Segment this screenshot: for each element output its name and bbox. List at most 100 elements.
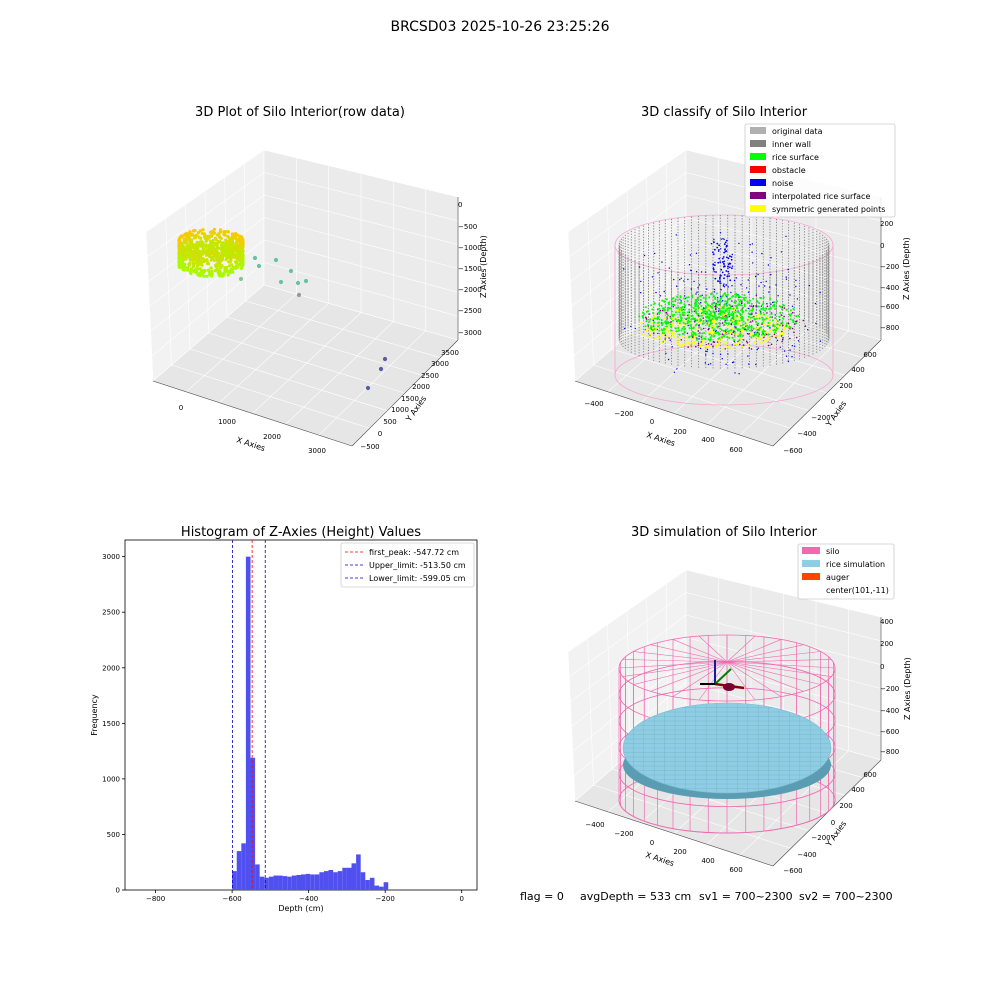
classify-noise-point: [752, 262, 754, 264]
classify-rice-point: [763, 313, 766, 316]
raw-cylinder-point: [198, 229, 203, 233]
raw-surface-point: [197, 252, 201, 256]
classify-noise-point: [638, 266, 641, 268]
classify-noise-point: [785, 235, 787, 238]
classify-symmetric-point: [778, 333, 782, 336]
classify-rice-point: [641, 311, 644, 314]
classify-rice-point: [729, 307, 732, 310]
classify-rice-point: [695, 303, 698, 306]
classify-points: [614, 214, 834, 406]
axis-line-x: [152, 380, 353, 447]
classify-symmetric-point: [731, 319, 734, 322]
classify-rice-point: [699, 295, 702, 297]
classify-noise-point: [729, 266, 731, 269]
classify-noise-point: [717, 261, 720, 264]
raw-cylinder-point: [236, 265, 240, 269]
classify-rice-point: [776, 300, 779, 303]
classify-chart-title: 3D classify of Silo Interior: [641, 105, 808, 120]
sim-z-tick: −200: [880, 685, 899, 693]
hist-y-tick-label: 3000: [102, 553, 120, 561]
classify-rice-point: [638, 315, 641, 318]
raw-surface-point: [195, 258, 199, 261]
classify-rice-point: [750, 324, 753, 327]
classify-symmetric-point: [776, 335, 779, 338]
classify-interp-point: [753, 315, 755, 318]
classify-rice-point: [758, 302, 761, 305]
sim-silo-roof-spoke: [622, 659, 728, 663]
classify-noise-point: [791, 356, 793, 358]
classify-interp-point: [750, 305, 752, 307]
raw-x-tick: 1000: [218, 418, 236, 426]
classify-rice-point: [650, 325, 653, 328]
classify-interp-point: [680, 339, 683, 341]
raw-cylinder-point: [200, 273, 204, 277]
classify-rice-point: [680, 329, 683, 332]
classify-noise-point: [758, 285, 760, 287]
status-flag: flag = 0: [520, 890, 564, 903]
classify-noise-point: [770, 303, 772, 305]
classify-rice-point: [757, 305, 759, 308]
raw-chart-title: 3D Plot of Silo Interior(row data): [195, 105, 405, 120]
classify-noise-point: [669, 339, 671, 341]
classify-noise-point: [659, 295, 662, 297]
classify-rice-point: [774, 317, 777, 319]
raw-z-tick: −3000: [458, 329, 482, 337]
classify-interp-point: [730, 323, 732, 325]
classify-rice-point: [772, 329, 775, 332]
classify-symmetric-point: [650, 329, 653, 332]
raw-x-tick: 0: [179, 404, 183, 412]
classify-rice-point: [683, 308, 686, 311]
classify-interp-point: [708, 327, 710, 330]
sim-silo-roof-spoke: [633, 661, 728, 685]
raw-outlier-point: [256, 263, 262, 269]
classify-noise-point: [675, 234, 677, 236]
classify-rice-point: [728, 309, 731, 312]
classify-rice-point: [720, 336, 723, 339]
classify-x-tick: 600: [729, 446, 742, 454]
classify-rice-point: [708, 313, 711, 316]
classify-rice-point: [660, 328, 663, 331]
classify-symmetric-point: [671, 333, 675, 336]
sim-silo-roof-spoke: [698, 635, 728, 663]
raw-cylinder-point: [197, 235, 201, 239]
classify-interp-point: [783, 315, 785, 318]
classify-rice-point: [723, 317, 726, 320]
classify-rice-point: [728, 303, 731, 306]
classify-noise-point: [819, 291, 821, 294]
classify-rice-point: [644, 306, 647, 309]
raw-surface-point: [182, 249, 185, 252]
classify-rice-point: [776, 323, 779, 326]
classify-rice-point: [691, 333, 693, 336]
classify-noise-point: [740, 284, 742, 286]
classify-symmetric-point: [679, 324, 682, 327]
sim-y-tick: −600: [783, 867, 802, 875]
classify-rice-point: [776, 327, 779, 330]
hist-bar: [236, 851, 242, 890]
classify-rice-point: [653, 317, 656, 320]
classify-rice-point: [666, 314, 669, 317]
classify-interp-point: [748, 333, 750, 335]
raw-surface-point: [231, 253, 235, 256]
raw-cylinder-point: [240, 256, 244, 260]
classify-noise-point: [688, 311, 691, 313]
classify-rice-point: [680, 306, 683, 309]
classify-noise-point: [730, 291, 732, 294]
hist-x-tick-label: −400: [299, 895, 318, 903]
classify-rice-point: [767, 325, 770, 327]
classify-noise-point: [723, 243, 726, 246]
raw-cylinder-point: [215, 262, 219, 267]
hist-ticks: −800 −600 −400 −200 0 0 500 1000 1500 2000 2500 300…: [102, 553, 464, 903]
classify-legend-swatch: [750, 192, 766, 199]
classify-symmetric-point: [676, 342, 680, 345]
raw-surface-point: [234, 249, 237, 253]
classify-symmetric-point: [740, 329, 743, 332]
classify-noise-point: [808, 284, 810, 287]
classify-symmetric-point: [699, 343, 702, 346]
classify-rice-point: [686, 317, 689, 320]
classify-symmetric-point: [730, 346, 733, 349]
raw-surface-point: [196, 243, 199, 246]
classify-rice-point: [726, 315, 729, 318]
classify-rice-point: [739, 324, 742, 327]
classify-rice-point: [762, 302, 765, 305]
classify-interp-point: [648, 313, 651, 315]
